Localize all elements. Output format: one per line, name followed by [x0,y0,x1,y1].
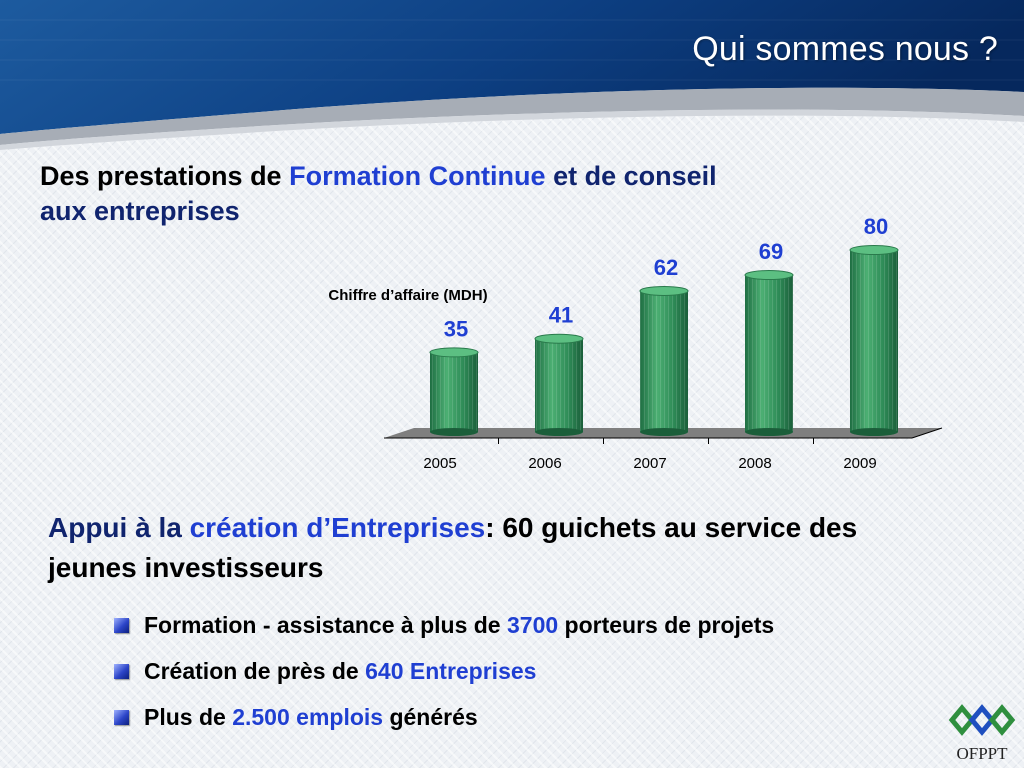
bullet-text: Formation - assistance à plus de [144,612,507,638]
bullet-item: Formation - assistance à plus de 3700 po… [114,607,774,653]
square-bullet-icon [114,710,129,725]
chart-data-label: 41 [549,303,573,328]
chart-tick-label: 2007 [633,455,666,472]
chart-data-label: 69 [759,239,783,264]
bullet-value: 2.500 emplois [232,704,384,730]
bullet-text: générés [383,704,478,730]
chart-tick-label: 2009 [843,455,876,472]
chart-tick-label: 2006 [528,455,561,472]
chart-data-label: 62 [654,255,678,280]
bullet-list: Formation - assistance à plus de 3700 po… [114,607,774,745]
bullet-item: Plus de 2.500 emplois générés [114,699,774,745]
heading-text: : 60 guichets au service des jeunes inve… [48,512,858,583]
heading-highlight: création d’Entreprises [189,512,486,543]
bullet-value: 640 Entreprises [365,658,537,684]
square-bullet-icon [114,664,129,679]
chart-bar [744,270,794,436]
slide-title: Qui sommes nous ? [692,30,998,68]
chart-title: Chiffre d’affaire (MDH) [328,287,487,304]
chart-bar [849,245,899,436]
chart-bar [534,333,584,436]
heading-highlight: Formation Continue [289,161,546,191]
ofppt-logo-icon [948,704,1016,736]
chart-tick-label: 2005 [423,455,456,472]
heading-text: et de conseil aux entreprises [40,161,717,226]
square-bullet-icon [114,618,129,633]
bullet-item: Création de près de 640 Entreprises [114,653,774,699]
chart-bar [429,347,479,436]
revenue-bar-chart: Chiffre d’affaire (MDH) 35 2005 41 2006 62 20… [328,214,943,472]
logo-text: OFPPT [956,744,1008,763]
bullet-text: Plus de [144,704,233,730]
ofppt-logo: OFPPT [944,702,1020,764]
heading-text: Des prestations de [40,161,290,191]
bullet-value: 3700 [507,612,559,638]
chart-data-label: 80 [864,214,888,239]
section-heading-formation: Des prestations de Formation Continue et… [40,159,740,229]
chart-data-label: 35 [444,316,468,341]
section-heading-appui: Appui à la création d’Entreprises: 60 gu… [48,508,908,588]
header-banner [0,0,1024,150]
chart-bar [639,285,689,436]
bullet-text: Création de près de [144,658,366,684]
bullet-text: porteurs de projets [558,612,775,638]
chart-tick-label: 2008 [738,455,771,472]
heading-text: Appui à la [48,512,190,543]
